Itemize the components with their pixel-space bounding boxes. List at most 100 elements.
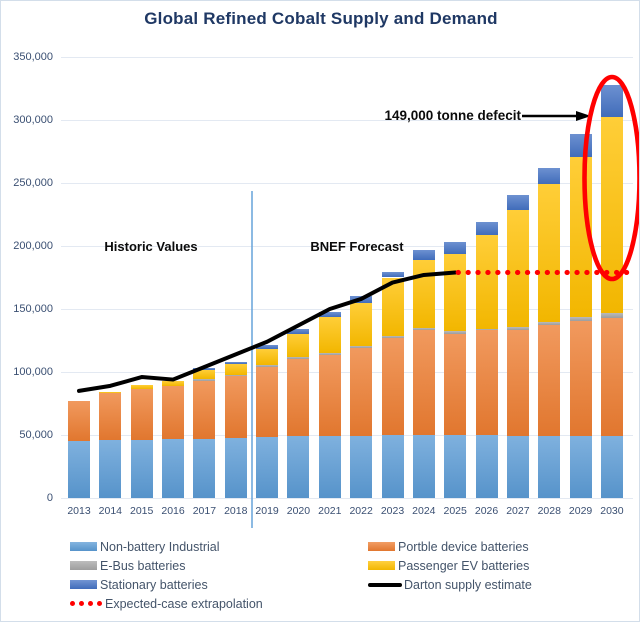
y-axis-label: 50,000 [19,428,53,441]
bar-segment-2018 [224,437,247,498]
bar-segment-2025 [444,254,467,332]
bar-segment-2023 [381,337,404,435]
bar-segment-2030 [600,435,623,498]
y-axis-label: 200,000 [13,239,53,252]
bar-segment-2026 [475,222,498,235]
x-axis-label: 2023 [380,505,405,517]
y-gridline [61,182,633,184]
bar-segment-2017 [193,370,216,379]
x-axis-label: 2026 [474,505,499,517]
bar-segment-2030 [600,117,623,314]
bar-segment-2025 [444,331,467,334]
legend-item: Non-battery Industrial [70,537,263,556]
y-axis-label: 150,000 [13,302,53,315]
bar-segment-2017 [193,380,216,439]
x-axis-label: 2030 [600,505,624,517]
y-axis-label: 250,000 [13,176,53,189]
legend-item: Stationary batteries [70,575,263,594]
bar-segment-2027 [506,327,529,330]
bar-segment-2024 [412,327,435,330]
bar-segment-2020 [287,333,310,357]
bar-segment-2022 [350,435,373,498]
historic-values-annotation: Historic Values [104,239,198,254]
bar-segment-2027 [506,435,529,498]
bar-segment-2021 [318,311,341,318]
bar-segment-2013 [68,400,90,442]
legend-swatch [70,542,97,551]
legend-label: Portble device batteries [398,539,529,554]
bar-segment-2014 [99,393,122,441]
bar-segment-2020 [287,356,310,359]
bar-segment-2026 [475,435,498,498]
legend-item: Passenger EV batteries [368,556,532,575]
legend-item: Expected-case extrapolation [70,594,263,613]
y-gridline [61,497,633,499]
y-gridline [61,119,633,121]
x-axis-label: 2021 [318,505,342,517]
y-axis-label: 300,000 [13,113,53,126]
legend-left-column: Non-battery Industrial E-Bus batteries Sta… [70,537,263,613]
bar-segment-2025 [444,242,467,255]
x-axis-label: 2028 [537,505,561,517]
bar-segment-2028 [538,435,561,498]
bar-segment-2030 [600,313,623,318]
bar-segment-2021 [318,353,341,355]
bar-segment-2016 [162,438,185,498]
bar-segment-2013 [68,441,90,498]
x-axis-label: 2027 [506,505,530,517]
bar-segment-2021 [318,317,341,354]
bar-segment-2022 [350,346,373,349]
bar-segment-2020 [287,328,310,334]
bar-segment-2019 [256,436,279,498]
bar-segment-2028 [538,325,561,436]
bar-segment-2028 [538,167,561,184]
legend-label: E-Bus batteries [100,558,186,573]
bar-segment-2023 [381,277,404,337]
legend-swatch [70,580,97,589]
bar-segment-2015 [130,440,153,498]
bar-segment-2026 [475,328,498,331]
bnef-forecast-annotation: BNEF Forecast [310,239,404,254]
legend-label: Expected-case extrapolation [105,596,263,611]
bar-segment-2028 [538,183,561,323]
x-axis-label: 2013 [67,505,91,517]
x-axis-label: 2018 [224,505,248,517]
bar-segment-2029 [569,156,592,318]
bar-segment-2018 [224,363,247,375]
bar-segment-2024 [412,260,435,328]
chart-title: Global Refined Cobalt Supply and Demand [144,9,498,28]
legend-item: Darton supply estimate [368,575,532,594]
bar-segment-2023 [381,272,404,278]
bar-segment-2019 [256,365,279,367]
bar-segment-2024 [412,329,435,435]
bar-segment-2030 [600,317,623,436]
bar-segment-2017 [193,368,216,371]
legend-item: E-Bus batteries [70,556,263,575]
bar-segment-2016 [162,385,185,439]
bar-segment-2027 [506,210,529,328]
bar-segment-2017 [193,438,216,498]
bar-segment-2018 [224,376,247,438]
y-gridline [61,434,633,436]
bar-segment-2024 [412,435,435,498]
bar-segment-2030 [600,84,623,118]
bar-segment-2024 [412,250,435,261]
x-axis-label: 2017 [192,505,217,517]
legend-swatch [368,582,402,587]
bar-segment-2015 [130,385,153,389]
bar-segment-2025 [444,435,467,498]
legend-label: Non-battery Industrial [100,539,220,554]
x-axis-label: 2029 [568,505,593,517]
bar-segment-2020 [287,358,310,437]
bar-segment-2016 [162,380,185,386]
bar-segment-2027 [506,329,529,436]
legend-right-column: Portble device batteries Passenger EV bat… [368,537,532,594]
bar-segment-2020 [287,436,310,498]
bar-segment-2021 [318,436,341,498]
bar-segment-2021 [318,354,341,437]
y-gridline [61,245,633,247]
bar-segment-2019 [256,344,279,350]
y-axis-label: 350,000 [13,50,53,63]
x-axis-label: 2016 [161,505,185,517]
